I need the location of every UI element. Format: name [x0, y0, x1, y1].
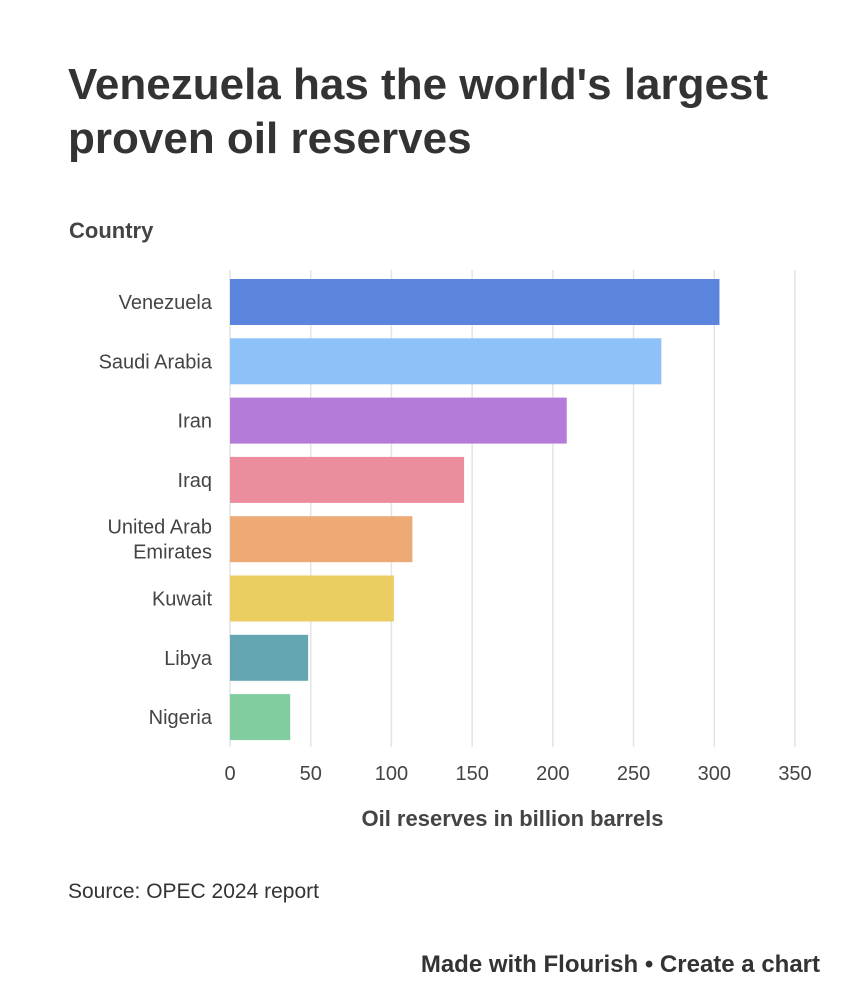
- bar[interactable]: [230, 575, 394, 622]
- category-label: Iran: [178, 411, 212, 433]
- category-label-line: Nigeria: [149, 707, 213, 729]
- category-label-line: Libya: [164, 648, 213, 670]
- category-label-line: United Arab: [107, 517, 212, 539]
- category-label: Venezuela: [119, 292, 213, 314]
- bar[interactable]: [230, 338, 662, 385]
- source-note: Source: OPEC 2024 report: [68, 880, 319, 903]
- x-tick-label: 100: [375, 763, 408, 785]
- bar[interactable]: [230, 516, 413, 563]
- category-label-line: Emirates: [133, 542, 212, 564]
- x-tick-label: 350: [778, 763, 811, 785]
- bar[interactable]: [230, 397, 567, 444]
- category-label: United Arab Emirates: [107, 517, 212, 564]
- footer-separator: •: [644, 951, 654, 978]
- category-label-line: Saudi Arabia: [99, 351, 213, 373]
- category-label-line: Iraq: [178, 470, 212, 492]
- x-axis-ticks: 0 50 100 150 200 250 300 350: [224, 763, 811, 785]
- category-labels: Venezuela Saudi Arabia Iran Iraq United Arab…: [99, 292, 213, 729]
- y-axis-title: Country: [69, 218, 154, 243]
- category-label-line: Iran: [178, 411, 212, 433]
- footer: Made with Flourish • Create a chart: [421, 951, 820, 979]
- bar[interactable]: [230, 634, 309, 681]
- category-label-line: Venezuela: [119, 292, 213, 314]
- x-tick-label: 50: [300, 763, 322, 785]
- category-label: Libya: [164, 648, 213, 670]
- bar[interactable]: [230, 279, 720, 325]
- made-with-flourish-link[interactable]: Made with Flourish: [420, 951, 639, 978]
- category-label: Saudi Arabia: [99, 351, 213, 373]
- x-tick-label: 200: [536, 763, 569, 785]
- x-tick-label: 250: [617, 763, 650, 785]
- chart-title: Venezuela has the world's largest proven…: [68, 60, 769, 163]
- category-label: Iraq: [178, 470, 212, 492]
- category-label: Nigeria: [149, 707, 213, 729]
- category-label: Kuwait: [152, 589, 212, 611]
- bar-chart: Venezuela Saudi Arabia Iran Iraq United Arab…: [99, 270, 812, 785]
- x-tick-label: 150: [455, 763, 488, 785]
- x-tick-label: 0: [224, 763, 235, 785]
- x-tick-label: 300: [698, 763, 731, 785]
- bar[interactable]: [230, 456, 465, 503]
- x-axis-title: Oil reserves in billion barrels: [361, 806, 664, 831]
- category-label-line: Kuwait: [152, 589, 212, 611]
- bar[interactable]: [230, 694, 291, 741]
- create-chart-link[interactable]: Create a chart: [659, 951, 820, 978]
- bars: [230, 279, 720, 741]
